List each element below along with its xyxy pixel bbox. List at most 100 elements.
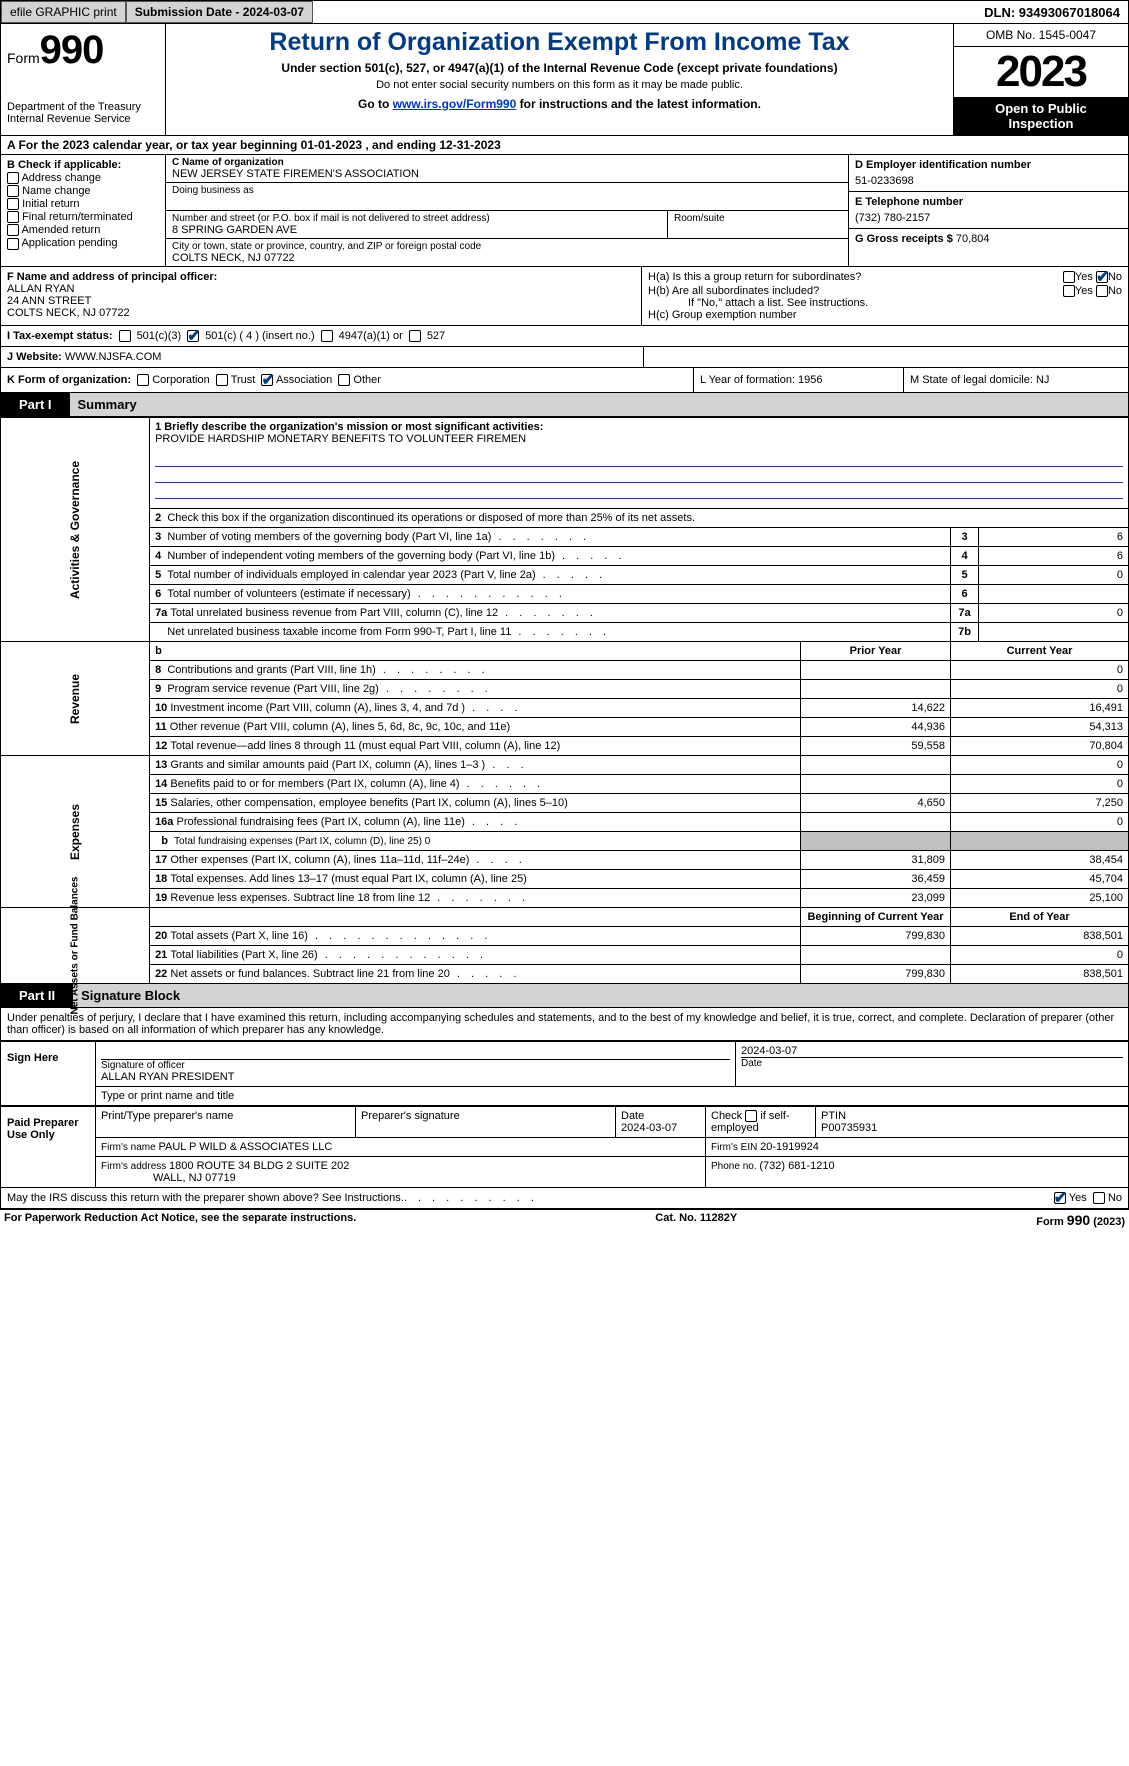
foot-mid: Cat. No. 11282Y: [655, 1212, 737, 1228]
part2-header: Part II Signature Block: [0, 984, 1129, 1008]
prep-c4-pre: Check: [711, 1110, 742, 1122]
rev-line-8: 8 Contributions and grants (Part VIII, l…: [1, 661, 1129, 680]
exp-line-b: b Total fundraising expenses (Part IX, c…: [1, 832, 1129, 851]
gov-line-4: 4 Number of independent voting members o…: [1, 547, 1129, 566]
lbl-city: City or town, state or province, country…: [172, 241, 842, 252]
exp-line-15: 15 Salaries, other compensation, employe…: [1, 794, 1129, 813]
na-line-20: 20 Total assets (Part X, line 16) . . . …: [1, 927, 1129, 946]
chk-501c[interactable]: [187, 330, 199, 342]
exp-line-14: 14 Benefits paid to or for members (Part…: [1, 775, 1129, 794]
gov-line-7a: 7a Total unrelated business revenue from…: [1, 604, 1129, 623]
room: Room/suite: [674, 213, 842, 224]
na-hdr-cy: End of Year: [951, 908, 1129, 927]
sign-here: Sign Here Signature of officer ALLAN RYA…: [0, 1041, 1129, 1106]
firm-phone: (732) 681-1210: [759, 1160, 834, 1172]
exp-line-16a: 16a Professional fundraising fees (Part …: [1, 813, 1129, 832]
legal-domicile: M State of legal domicile: NJ: [903, 368, 1128, 392]
rev-line-9: 9 Program service revenue (Part VIII, li…: [1, 680, 1129, 699]
firm-addr1: 1800 ROUTE 34 BLDG 2 SUITE 202: [169, 1160, 349, 1172]
ha-lbl: H(a) Is this a group return for subordin…: [648, 271, 1063, 283]
k-lbl: K Form of organization:: [7, 374, 131, 386]
discuss-no: No: [1108, 1192, 1122, 1204]
line2: 2 Check this box if the organization dis…: [150, 509, 1129, 528]
chk-amended[interactable]: Amended return: [7, 224, 159, 236]
lbl-tel: E Telephone number: [855, 196, 1122, 208]
chk-address[interactable]: Address change: [7, 172, 159, 184]
hb-yes-checkbox[interactable]: [1063, 285, 1075, 297]
prep-c1: Print/Type preparer's name: [96, 1107, 356, 1138]
form-number: 990: [40, 28, 104, 72]
box-c: C Name of organization NEW JERSEY STATE …: [166, 155, 848, 266]
lbl-ein: D Employer identification number: [855, 159, 1122, 171]
chk-4947[interactable]: [321, 330, 333, 342]
f-lbl: F Name and address of principal officer:: [7, 271, 217, 283]
o-4947: 4947(a)(1) or: [339, 330, 403, 342]
chk-pending[interactable]: Application pending: [7, 237, 159, 249]
prep-c2: Preparer's signature: [356, 1107, 616, 1138]
rev-b: b: [150, 642, 801, 661]
part1-tag: Part I: [1, 393, 70, 416]
dln: DLN: 93493067018064: [976, 2, 1128, 23]
chk-selfemp[interactable]: [745, 1110, 757, 1122]
ha-yes: Yes: [1075, 271, 1093, 283]
o-501c3: 501(c)(3): [137, 330, 182, 342]
chk-initial[interactable]: Initial return: [7, 198, 159, 210]
discuss-text: May the IRS discuss this return with the…: [7, 1192, 404, 1204]
opt-corp: Corporation: [152, 374, 209, 386]
efile-button[interactable]: efile GRAPHIC print: [1, 1, 126, 23]
chk-assoc[interactable]: [261, 374, 273, 386]
type-lbl: Type or print name and title: [96, 1087, 1129, 1106]
irs-link[interactable]: www.irs.gov/Form990: [393, 97, 517, 111]
exp-line-17: 17 Other expenses (Part IX, column (A), …: [1, 851, 1129, 870]
chk-501c3[interactable]: [119, 330, 131, 342]
hb-no: No: [1108, 285, 1122, 297]
opt-other: Other: [353, 374, 381, 386]
box-f: F Name and address of principal officer:…: [1, 267, 641, 325]
chk-final[interactable]: Final return/terminated: [7, 211, 159, 223]
hc-lbl: H(c) Group exemption number: [648, 309, 1122, 321]
website: WWW.NJSFA.COM: [65, 351, 162, 363]
discuss-no-checkbox[interactable]: [1093, 1192, 1105, 1204]
gov-line-7b: Net unrelated business taxable income fr…: [1, 623, 1129, 642]
part1-header: Part I Summary: [0, 393, 1129, 417]
o-527: 527: [427, 330, 445, 342]
chk-trust[interactable]: [216, 374, 228, 386]
goto: Go to www.irs.gov/Form990 for instructio…: [172, 97, 947, 111]
exp-line-18: 18 Total expenses. Add lines 13–17 (must…: [1, 870, 1129, 889]
hb-lbl: H(b) Are all subordinates included?: [648, 285, 1063, 297]
goto-post: for instructions and the latest informat…: [516, 97, 761, 111]
gov-line-3: 3 Number of voting members of the govern…: [1, 528, 1129, 547]
na-hdr-py: Beginning of Current Year: [801, 908, 951, 927]
chk-namechange[interactable]: Name change: [7, 185, 159, 197]
vtab-rev: Revenue: [1, 642, 150, 756]
mission-lbl: 1 Briefly describe the organization's mi…: [155, 421, 1123, 433]
section-fh: F Name and address of principal officer:…: [0, 267, 1129, 326]
dept: Department of the Treasury Internal Reve…: [7, 101, 159, 125]
na-line-21: 21 Total liabilities (Part X, line 26) .…: [1, 946, 1129, 965]
gross-receipts: 70,804: [956, 233, 990, 245]
foot-left: For Paperwork Reduction Act Notice, see …: [4, 1212, 356, 1228]
rev-line-12: 12 Total revenue—add lines 8 through 11 …: [1, 737, 1129, 756]
officer-sig-name: ALLAN RYAN PRESIDENT: [101, 1071, 730, 1083]
prep-date: 2024-03-07: [621, 1122, 677, 1134]
web-lbl: J Website:: [7, 351, 65, 363]
part2-title: Signature Block: [73, 984, 1128, 1007]
prep-left: Paid Preparer Use Only: [1, 1107, 96, 1188]
ha-no: No: [1108, 271, 1122, 283]
summary-table: Activities & Governance 1 Briefly descri…: [0, 417, 1129, 984]
chk-corp[interactable]: [137, 374, 149, 386]
discuss-yes-checkbox[interactable]: [1054, 1192, 1066, 1204]
chk-other[interactable]: [338, 374, 350, 386]
ha-no-checkbox[interactable]: [1096, 271, 1108, 283]
box-deg: D Employer identification number 51-0233…: [848, 155, 1128, 266]
discuss-yes: Yes: [1069, 1192, 1087, 1204]
form-label: Form: [7, 50, 40, 66]
part2-tag: Part II: [1, 984, 73, 1007]
o-501c: 501(c) ( 4 ) (insert no.): [205, 330, 314, 342]
hb-no-checkbox[interactable]: [1096, 285, 1108, 297]
ein: 51-0233698: [855, 175, 1122, 187]
foot-right: Form 990 (2023): [1036, 1212, 1125, 1228]
ha-yes-checkbox[interactable]: [1063, 271, 1075, 283]
chk-527[interactable]: [409, 330, 421, 342]
lbl-gross: G Gross receipts $: [855, 233, 953, 245]
